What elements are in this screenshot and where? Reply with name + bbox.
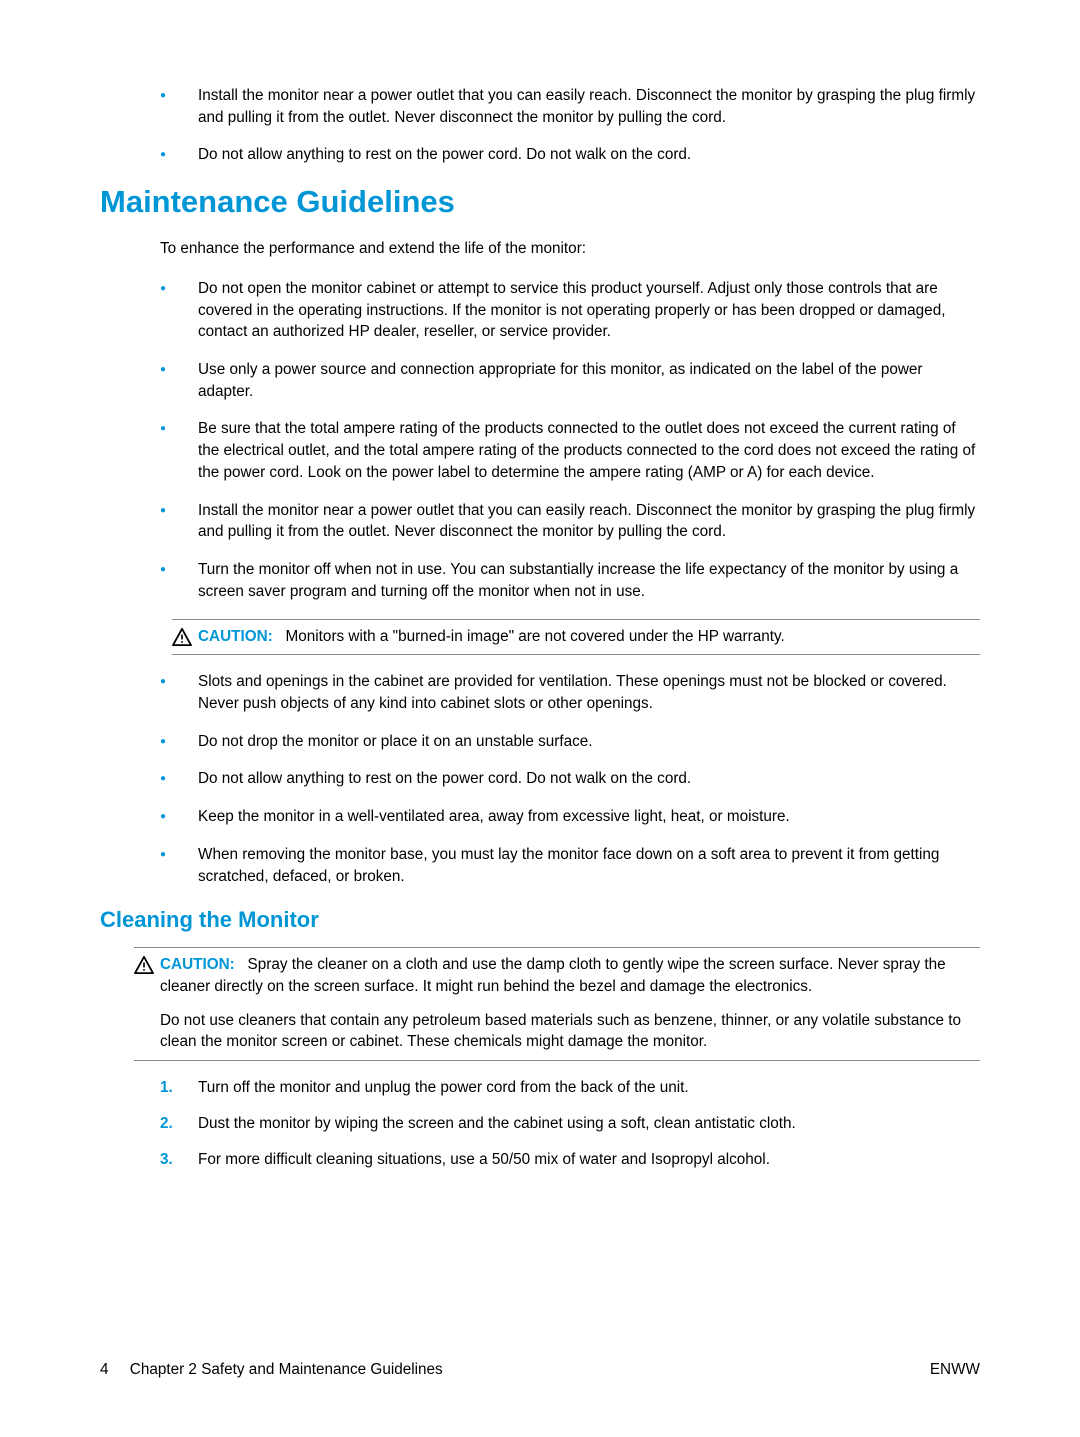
page-number: 4: [100, 1361, 109, 1378]
caution-icon: [172, 628, 192, 646]
list-item: 1. Turn off the monitor and unplug the po…: [160, 1077, 980, 1099]
section-heading-maintenance: Maintenance Guidelines: [100, 184, 980, 220]
step-number: 2.: [160, 1113, 173, 1135]
caution-body: Monitors with a "burned-in image" are no…: [286, 628, 785, 645]
caution-block-cleaning: CAUTION: Spray the cleaner on a cloth an…: [134, 947, 980, 1061]
list-item: Be sure that the total ampere rating of …: [160, 418, 980, 483]
numbered-steps: 1. Turn off the monitor and unplug the po…: [160, 1077, 980, 1170]
caution-label: CAUTION:: [160, 956, 235, 973]
caution-text: CAUTION: Spray the cleaner on a cloth an…: [160, 954, 980, 1053]
footer-left: 4 Chapter 2 Safety and Maintenance Guide…: [100, 1361, 443, 1379]
caution-icon: [134, 956, 154, 974]
caution-block-burn-in: CAUTION: Monitors with a "burned-in imag…: [172, 619, 980, 656]
list-item: 3. For more difficult cleaning situations…: [160, 1149, 980, 1171]
page-footer: 4 Chapter 2 Safety and Maintenance Guide…: [100, 1361, 980, 1379]
step-text: For more difficult cleaning situations, …: [198, 1151, 770, 1168]
list-item: Install the monitor near a power outlet …: [160, 85, 980, 128]
step-number: 3.: [160, 1149, 173, 1171]
list-item: Slots and openings in the cabinet are pr…: [160, 671, 980, 714]
list-item: When removing the monitor base, you must…: [160, 844, 980, 887]
footer-right: ENWW: [930, 1361, 980, 1379]
section-body: To enhance the performance and extend th…: [160, 238, 980, 887]
chapter-label: Chapter 2 Safety and Maintenance Guideli…: [130, 1361, 443, 1378]
intro-text: To enhance the performance and extend th…: [160, 238, 980, 260]
top-bullet-list: Install the monitor near a power outlet …: [160, 85, 980, 166]
subsection-heading-cleaning: Cleaning the Monitor: [100, 907, 980, 933]
step-text: Dust the monitor by wiping the screen an…: [198, 1115, 796, 1132]
step-number: 1.: [160, 1077, 173, 1099]
list-item: Install the monitor near a power outlet …: [160, 500, 980, 543]
list-item: Do not open the monitor cabinet or attem…: [160, 278, 980, 343]
caution-para-2: Do not use cleaners that contain any pet…: [160, 1010, 980, 1053]
bullet-list-2: Slots and openings in the cabinet are pr…: [160, 671, 980, 887]
caution-para-1: Spray the cleaner on a cloth and use the…: [160, 956, 946, 995]
top-list-container: Install the monitor near a power outlet …: [160, 85, 980, 166]
list-item: Do not drop the monitor or place it on a…: [160, 731, 980, 753]
list-item: Do not allow anything to rest on the pow…: [160, 144, 980, 166]
subsection-body: CAUTION: Spray the cleaner on a cloth an…: [134, 947, 980, 1170]
bullet-list-1: Do not open the monitor cabinet or attem…: [160, 278, 980, 603]
list-item: Do not allow anything to rest on the pow…: [160, 768, 980, 790]
step-text: Turn off the monitor and unplug the powe…: [198, 1079, 689, 1096]
list-item: 2. Dust the monitor by wiping the screen …: [160, 1113, 980, 1135]
list-item: Turn the monitor off when not in use. Yo…: [160, 559, 980, 602]
list-item: Keep the monitor in a well-ventilated ar…: [160, 806, 980, 828]
caution-label: CAUTION:: [198, 628, 273, 645]
list-item: Use only a power source and connection a…: [160, 359, 980, 402]
caution-text: CAUTION: Monitors with a "burned-in imag…: [198, 626, 980, 648]
